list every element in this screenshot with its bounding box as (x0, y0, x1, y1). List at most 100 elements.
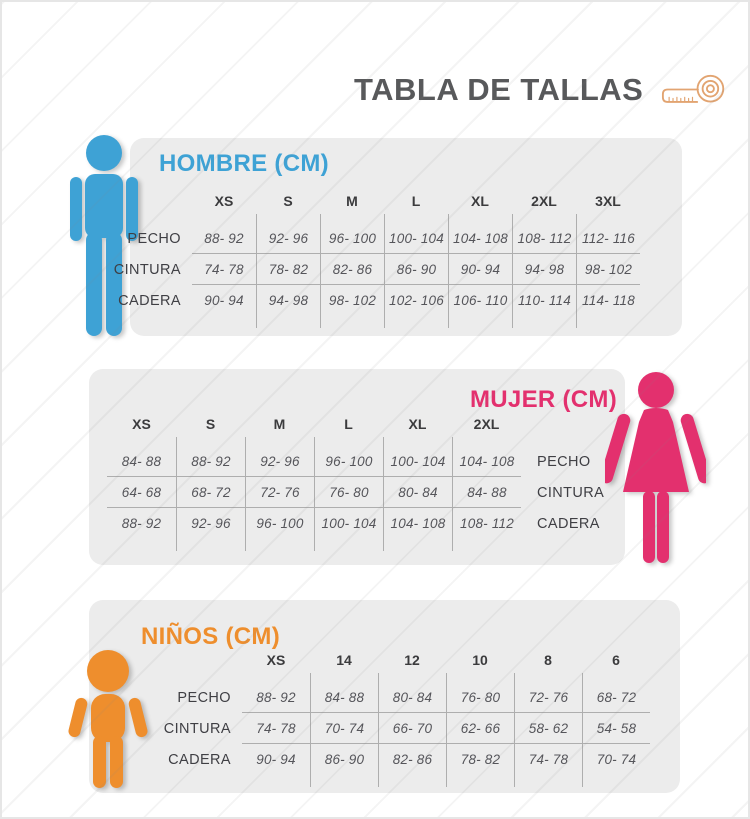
value-cell: 94- 98 (256, 285, 320, 316)
value-cell: 92- 96 (176, 508, 245, 539)
corner-cell (521, 411, 621, 437)
spacer (130, 316, 192, 328)
divider-extension (192, 316, 256, 328)
size-header: XS (132, 416, 151, 432)
size-header: L (344, 416, 353, 432)
spacer (521, 539, 621, 551)
divider-extension (514, 673, 582, 683)
divider-extension (378, 775, 446, 787)
value-cell: 66- 70 (378, 713, 446, 744)
size-header: 12 (404, 652, 420, 668)
value-cell: 100- 104 (383, 447, 452, 477)
men-panel (130, 138, 682, 336)
size-header: M (273, 416, 286, 432)
size-header: 10 (472, 652, 488, 668)
divider-extension (242, 775, 310, 787)
size-header: XS (266, 652, 286, 668)
divider-extension (245, 437, 314, 447)
women-section-title: MUJER (CM) (470, 386, 617, 413)
value-cell: 84- 88 (310, 683, 378, 713)
size-header: S (205, 416, 216, 432)
divider-extension (576, 214, 640, 224)
value-cell: 58- 62 (514, 713, 582, 744)
divider-extension (384, 214, 448, 224)
value-cell: 74- 78 (192, 254, 256, 285)
value-cell: 96- 100 (320, 224, 384, 254)
row-label: CINTURA (537, 484, 605, 501)
value-cell: 70- 74 (582, 744, 650, 775)
divider-extension (446, 775, 514, 787)
value-cell: 92- 96 (245, 447, 314, 477)
size-header: XL (471, 193, 489, 209)
divider-extension (256, 316, 320, 328)
size-header: L (411, 193, 421, 209)
value-cell: 102- 106 (384, 285, 448, 316)
value-cell: 98- 102 (576, 254, 640, 285)
divider-extension (310, 775, 378, 787)
value-cell: 100- 104 (314, 508, 383, 539)
measuring-tape-icon (662, 74, 725, 103)
divider-extension (310, 673, 378, 683)
value-cell: 92- 96 (256, 224, 320, 254)
value-cell: 62- 66 (446, 713, 514, 744)
value-cell: 98- 102 (320, 285, 384, 316)
divider-extension (582, 775, 650, 787)
child-figure-icon (68, 650, 148, 788)
divider-extension (512, 214, 576, 224)
row-label: PECHO (177, 690, 231, 706)
children-section-title: NIÑOS (CM) (141, 623, 280, 650)
value-cell: 88- 92 (242, 683, 310, 713)
size-header: XL (408, 416, 427, 432)
women-panel (89, 369, 625, 565)
size-header: 3XL (595, 193, 621, 209)
value-cell: 76- 80 (314, 477, 383, 508)
value-cell: 68- 72 (582, 683, 650, 713)
divider-extension (176, 437, 245, 447)
page-header: TABLA DE TALLAS (354, 70, 733, 109)
value-cell: 68- 72 (176, 477, 245, 508)
men-section-title: HOMBRE (CM) (159, 150, 329, 177)
value-cell: 74- 78 (514, 744, 582, 775)
divider-extension (242, 673, 310, 683)
value-cell: 104- 108 (383, 508, 452, 539)
value-cell: 114- 118 (576, 285, 640, 316)
value-cell: 104- 108 (452, 447, 521, 477)
women-size-table: XS S M L XL 2XL 84- 88 88- 92 92- 96 96- 100 100- … (107, 411, 621, 551)
corner-cell (132, 647, 242, 673)
divider-extension (512, 316, 576, 328)
divider-extension (576, 316, 640, 328)
value-cell: 72- 76 (514, 683, 582, 713)
value-cell: 112- 116 (576, 224, 640, 254)
divider-extension (448, 316, 512, 328)
size-header: 2XL (473, 416, 500, 432)
value-cell: 90- 94 (448, 254, 512, 285)
value-cell: 64- 68 (107, 477, 176, 508)
value-cell: 54- 58 (582, 713, 650, 744)
value-cell: 90- 94 (256, 752, 296, 767)
value-cell: 84- 88 (107, 447, 176, 477)
size-header: 6 (612, 652, 620, 668)
divider-extension (314, 539, 383, 551)
spacer (132, 775, 242, 787)
value-cell: 104- 108 (448, 224, 512, 254)
value-cell: 78- 82 (256, 254, 320, 285)
divider-extension (107, 539, 176, 551)
divider-extension (176, 539, 245, 551)
divider-extension (384, 316, 448, 328)
divider-extension (378, 673, 446, 683)
children-panel (89, 600, 680, 793)
page-title: TABLA DE TALLAS (354, 71, 644, 107)
row-label: CINTURA (113, 261, 181, 278)
value-cell: 70- 74 (310, 713, 378, 744)
value-cell: 106- 110 (448, 285, 512, 316)
spacer (132, 673, 242, 683)
divider-extension (446, 673, 514, 683)
value-cell: 94- 98 (512, 254, 576, 285)
divider-extension (514, 775, 582, 787)
value-cell: 84- 88 (452, 477, 521, 508)
size-header: S (283, 193, 293, 209)
value-cell: 80- 84 (378, 683, 446, 713)
value-cell: 90- 94 (204, 293, 244, 308)
value-cell: 108- 112 (452, 508, 521, 539)
